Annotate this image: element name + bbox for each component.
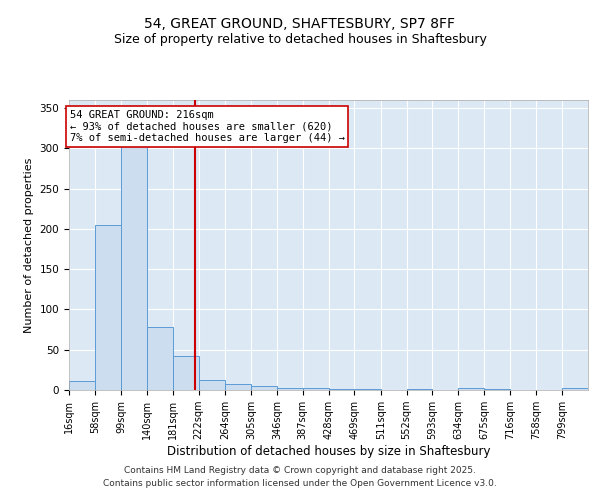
Bar xyxy=(458,388,484,390)
X-axis label: Distribution of detached houses by size in Shaftesbury: Distribution of detached houses by size … xyxy=(167,445,490,458)
Text: Size of property relative to detached houses in Shaftesbury: Size of property relative to detached ho… xyxy=(113,32,487,46)
Bar xyxy=(147,327,173,390)
Text: Contains HM Land Registry data © Crown copyright and database right 2025.
Contai: Contains HM Land Registry data © Crown c… xyxy=(103,466,497,487)
Bar xyxy=(277,388,302,390)
Bar xyxy=(484,389,510,390)
Bar xyxy=(329,389,355,390)
Bar xyxy=(355,389,381,390)
Bar xyxy=(199,380,225,390)
Bar xyxy=(302,388,329,390)
Bar xyxy=(173,356,199,390)
Bar xyxy=(407,389,433,390)
Bar xyxy=(69,381,95,390)
Bar xyxy=(95,225,121,390)
Bar xyxy=(225,384,251,390)
Text: 54, GREAT GROUND, SHAFTESBURY, SP7 8FF: 54, GREAT GROUND, SHAFTESBURY, SP7 8FF xyxy=(145,18,455,32)
Y-axis label: Number of detached properties: Number of detached properties xyxy=(24,158,34,332)
Bar xyxy=(121,132,147,390)
Bar xyxy=(251,386,277,390)
Text: 54 GREAT GROUND: 216sqm
← 93% of detached houses are smaller (620)
7% of semi-de: 54 GREAT GROUND: 216sqm ← 93% of detache… xyxy=(70,110,344,143)
Bar xyxy=(562,388,588,390)
